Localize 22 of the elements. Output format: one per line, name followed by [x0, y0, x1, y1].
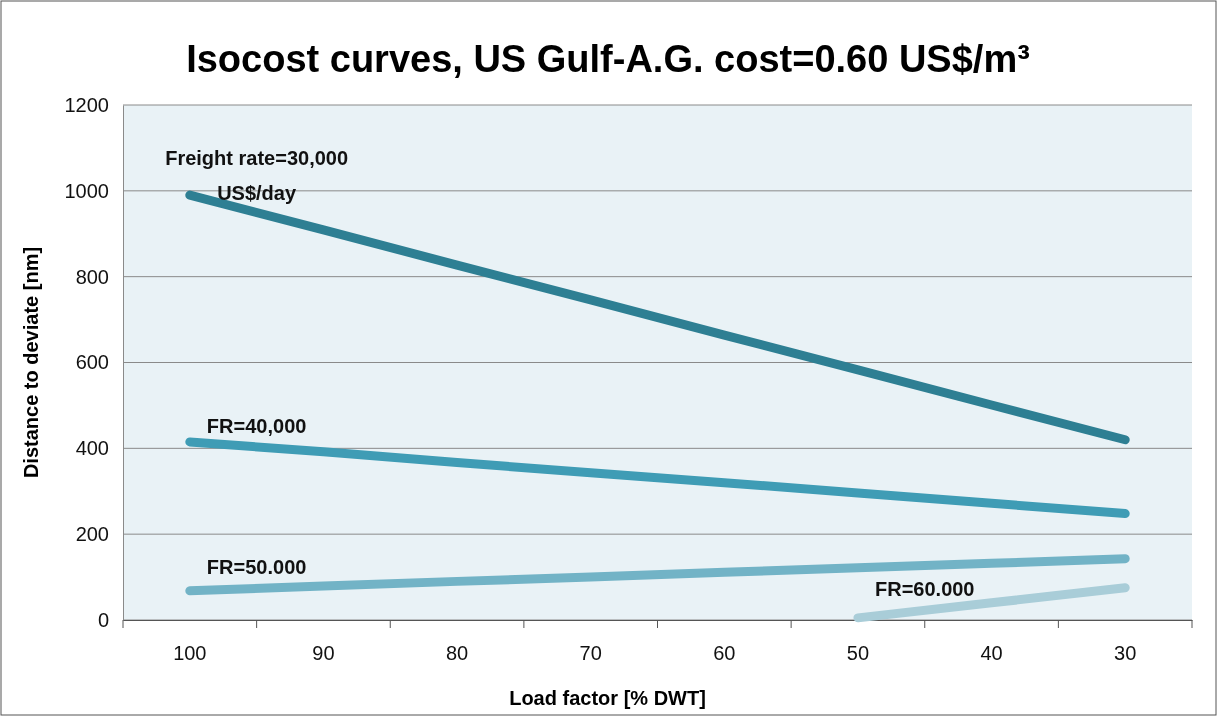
- x-tick-label: 80: [445, 642, 469, 665]
- series-label: FR=50.000: [206, 556, 307, 579]
- x-tick-label: 60: [713, 642, 736, 665]
- y-tick-label: 0: [97, 608, 109, 631]
- y-tick-label: 1200: [64, 93, 109, 116]
- series-label: FR=60.000: [874, 578, 975, 601]
- series-label: FR=40,000: [206, 414, 307, 437]
- x-tick-label: 70: [579, 642, 602, 665]
- series-label: Freight rate=30,000 US$/day: [165, 146, 349, 204]
- x-tick-label: 90: [312, 642, 335, 665]
- y-tick-label: 800: [75, 265, 109, 288]
- y-axis-title: Distance to deviate [nm]: [20, 246, 42, 479]
- x-tick-label: 100: [173, 642, 207, 665]
- y-tick-label: 200: [75, 523, 109, 546]
- y-tick-label: 400: [75, 437, 109, 460]
- x-tick-label: 50: [846, 642, 870, 665]
- x-axis-title: Load factor [% DWT]: [509, 687, 706, 709]
- y-tick-label: 600: [75, 351, 109, 374]
- x-tick-label: 40: [980, 642, 1003, 665]
- y-tick-label: 1000: [64, 179, 109, 202]
- chart-title: Isocost curves, US Gulf-A.G. cost=0.60 US$/m³: [186, 38, 1030, 80]
- x-tick-label: 30: [1114, 642, 1137, 665]
